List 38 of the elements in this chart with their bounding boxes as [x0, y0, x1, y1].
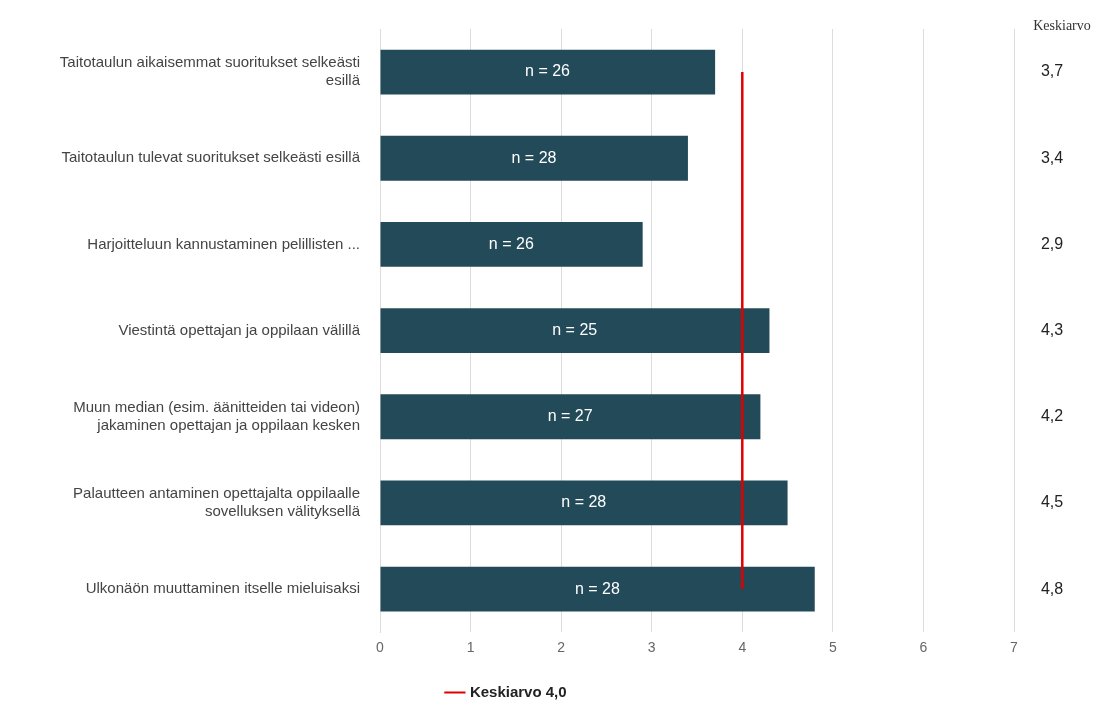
bar	[380, 480, 788, 526]
bar	[380, 308, 770, 354]
bar	[380, 566, 815, 612]
x-tick-label: 3	[647, 639, 656, 656]
annotation: n = 28	[561, 493, 607, 511]
annotation: n = 28	[574, 579, 620, 597]
data-label: 4,2	[1040, 407, 1064, 425]
annotation: n = 26	[488, 234, 534, 252]
y-tick-label: Palautteen antaminen opettajalta oppilaalle sovelluksen välityksellä	[73, 484, 361, 520]
x-tick-label: 2	[557, 639, 566, 656]
data-label: 4,8	[1040, 579, 1064, 597]
y-tick-label: Muun median (esim. äänitteiden tai videon) jakaminen opettajan ja oppilaan kesken	[73, 397, 360, 433]
annotation: n = 26	[525, 62, 571, 80]
bar	[380, 394, 761, 440]
x-tick-label: 1	[466, 639, 475, 656]
legend-label: Keskiarvo 4,0	[469, 682, 567, 700]
text: Keskiarvo	[1033, 17, 1091, 33]
bar	[380, 49, 716, 95]
y-tick-label: Ulkonäön muuttaminen itselle mieluisaksi	[85, 579, 360, 597]
y-tick-label: Taitotaulun tulevat suoritukset selkeästi esillä	[61, 148, 361, 166]
data-label: 3,7	[1040, 62, 1064, 80]
x-tick-label: 6	[919, 639, 928, 656]
annotation: n = 28	[511, 148, 557, 166]
y-tick-label: Viestintä opettajan ja oppilaan välillä	[118, 320, 361, 338]
bar	[380, 222, 643, 267]
bar	[380, 135, 688, 181]
data-label: 3,4	[1040, 148, 1064, 166]
data-label: 4,3	[1040, 321, 1064, 339]
y-tick-label: Taitotaulun aikaisemmat suoritukset selkeästi esillä	[59, 53, 361, 89]
annotation: n = 25	[552, 321, 598, 339]
y-tick-label: Harjoitteluun kannustaminen pelillisten ...	[87, 234, 360, 252]
x-tick-label: 5	[828, 639, 837, 656]
data-label: 4,5	[1040, 493, 1064, 511]
x-tick-label: 4	[738, 639, 747, 656]
data-label: 2,9	[1040, 234, 1064, 252]
x-tick-label: 0	[376, 639, 385, 656]
x-tick-label: 7	[1010, 639, 1019, 656]
annotation: n = 27	[547, 407, 593, 425]
